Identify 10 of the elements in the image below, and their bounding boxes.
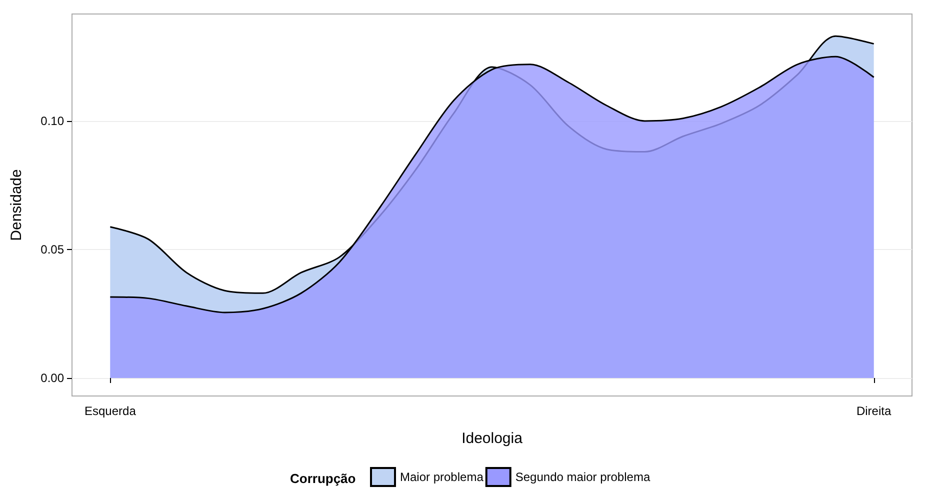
legend-label: Maior problema	[400, 470, 484, 484]
legend-title: Corrupção	[290, 471, 356, 486]
x-tick-label: Direita	[856, 404, 892, 418]
x-axis-title: Ideologia	[462, 430, 524, 447]
x-tick-label: Esquerda	[84, 404, 136, 418]
y-tick-label: 0.10	[40, 114, 64, 128]
legend-label: Segundo maior problema	[515, 470, 650, 484]
y-axis-title: Densidade	[8, 169, 25, 241]
y-tick-label: 0.00	[40, 371, 64, 386]
y-tick-label: 0.05	[40, 242, 64, 256]
